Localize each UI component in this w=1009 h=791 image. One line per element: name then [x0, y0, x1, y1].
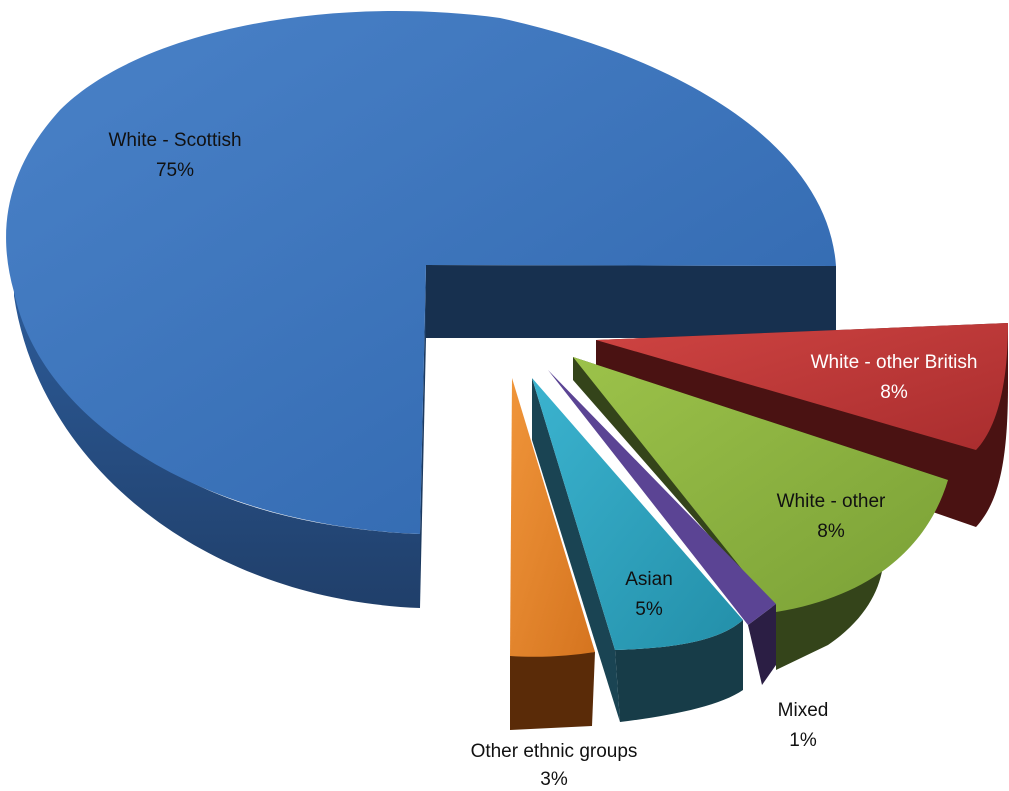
slice-white-other-top: [573, 357, 948, 612]
slice-asian-inner-face: [532, 378, 620, 722]
slice-white-scottish-inner-face: [426, 265, 836, 338]
label-asian-value: 5%: [635, 599, 663, 620]
label-white-other-british-name: White - other British: [811, 352, 978, 373]
label-asian-name: Asian: [625, 569, 673, 590]
label-white-other-value: 8%: [817, 521, 845, 542]
label-white-scottish-value: 75%: [156, 160, 194, 181]
slice-white-other-british-top: [596, 323, 1008, 450]
slice-white-scottish-top: [6, 11, 836, 534]
slice-white-scottish-cut-face: [420, 265, 426, 608]
slice-mixed-top: [548, 370, 776, 625]
label-white-scottish-name: White - Scottish: [108, 130, 241, 151]
slice-other-ethnic-groups: [510, 378, 595, 730]
slice-white-other: [573, 357, 948, 670]
slice-other-ethnic-groups-top: [510, 378, 595, 657]
slice-mixed-side: [748, 604, 776, 685]
label-other-ethnic-groups-value: 3%: [540, 769, 568, 790]
label-white-other-british-value: 8%: [880, 382, 908, 403]
slice-mixed: [548, 370, 776, 685]
label-white-other-name: White - other: [777, 491, 886, 512]
slice-asian: [532, 378, 743, 722]
slice-asian-side: [615, 620, 743, 722]
slice-white-scottish-side: [14, 240, 420, 608]
slice-asian-top: [532, 378, 743, 650]
slice-white-scottish: [6, 11, 836, 608]
slice-other-ethnic-groups-side: [510, 652, 595, 730]
label-mixed-name: Mixed: [778, 700, 829, 721]
label-mixed-value: 1%: [789, 730, 817, 751]
label-other-ethnic-groups-name: Other ethnic groups: [471, 741, 638, 762]
